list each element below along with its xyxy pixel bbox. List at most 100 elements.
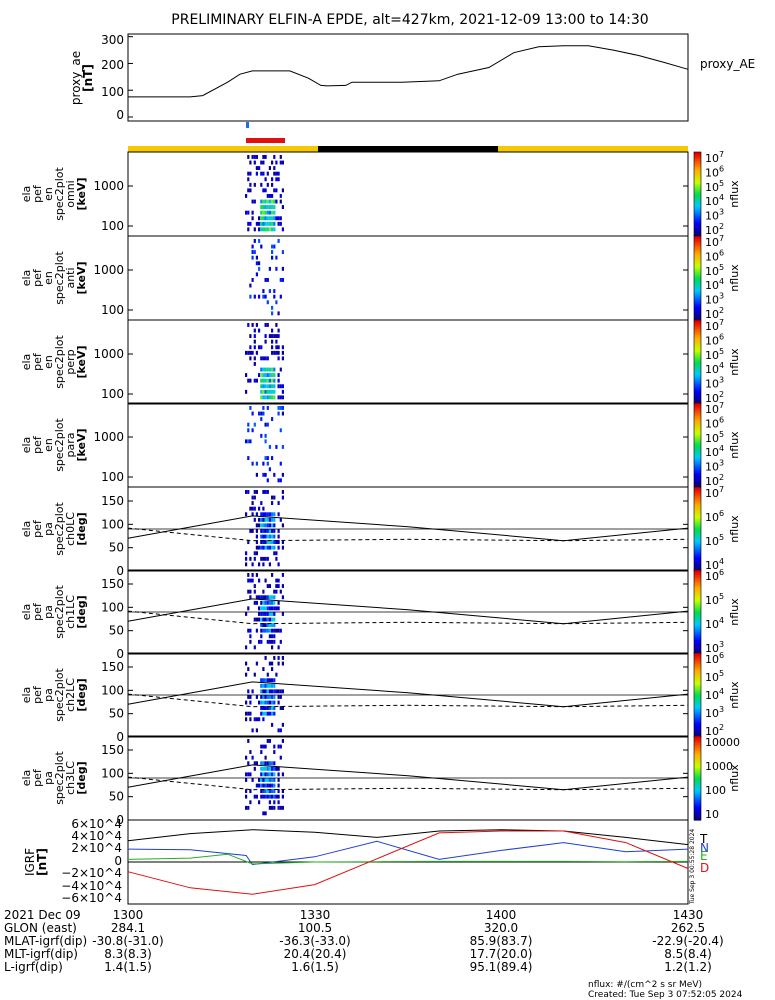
colorbar-cell	[694, 582, 701, 586]
spectrogram-pixel	[255, 490, 258, 494]
spectrogram-pixel	[266, 772, 269, 777]
colorbar-cell	[694, 639, 701, 642]
colorbar-cell	[694, 726, 701, 730]
spectrogram-pixel	[268, 661, 271, 666]
spectrogram-pixel	[281, 805, 284, 810]
colorbar-cell	[694, 227, 701, 231]
spectrogram-ylabel: [keV]	[75, 261, 88, 294]
spectrogram-pixel	[260, 750, 263, 754]
spectrogram-pixel	[277, 645, 280, 650]
colorbar-cell	[694, 815, 701, 819]
spectrogram-pixel	[262, 744, 265, 749]
spectrogram-pixel	[264, 373, 267, 377]
colorbar-cell	[694, 343, 701, 346]
spectrogram-ylabel: pef	[31, 519, 44, 538]
spectrogram-pixel	[253, 551, 256, 556]
spectrogram-pixel	[260, 744, 263, 749]
colorbar-cell	[694, 187, 701, 191]
spectrogram-pixel	[273, 606, 276, 611]
igrf-timestamp: Tue Sep 3 00:55:28 2024	[689, 829, 696, 905]
spectrogram-ytick: 1000	[93, 179, 124, 193]
colorbar-tick-label: 100	[705, 784, 726, 797]
spectrogram-pixel	[275, 578, 278, 583]
spectrogram-pixel	[245, 772, 248, 777]
spectrogram-pixel	[277, 728, 280, 733]
spectrogram-pixel	[279, 199, 282, 204]
spectrogram-pixel	[249, 160, 252, 165]
spectrogram-pixel	[281, 612, 284, 616]
colorbar-cell	[694, 788, 701, 792]
spectrogram-pixel	[277, 783, 280, 788]
spectrogram-pixel	[253, 250, 256, 254]
spectrogram-pixel	[251, 210, 254, 215]
spectrogram-pixel	[271, 695, 274, 699]
spectrogram-pixel	[262, 761, 265, 766]
spectrogram-pixel	[251, 461, 254, 466]
spectrogram-ylabel: ela	[20, 437, 33, 454]
spectrogram-pixel	[268, 783, 271, 788]
colorbar-tick-label: 105	[705, 533, 724, 548]
spectrogram-pixel	[281, 266, 284, 271]
spectrogram-pixel	[275, 160, 278, 165]
spectrogram-pixel	[247, 210, 250, 215]
colorbar-cell	[694, 678, 701, 681]
spectrogram-pixel	[258, 294, 261, 299]
colorbar-cell	[694, 231, 701, 235]
spectrogram-pixel	[271, 612, 274, 616]
spectrogram-pixel	[266, 617, 269, 622]
spectrogram-pixel	[264, 517, 267, 522]
colorbar-tick-label: 104	[705, 444, 724, 459]
orbit-row-label: MLAT-igrf(dip)	[4, 934, 87, 948]
spectrogram-pixel	[253, 495, 256, 500]
colorbar-tick-label: 105	[705, 263, 724, 278]
igrf-ytick: −2×10^4	[61, 866, 122, 880]
colorbar-tick-label: 106	[705, 164, 724, 179]
spectrogram-pixel	[266, 672, 269, 677]
spectrogram-pixel	[268, 199, 271, 204]
spectrogram-pixel	[277, 578, 280, 583]
colorbar-cell	[694, 690, 701, 694]
proxy-ae-series-line	[128, 45, 689, 98]
spectrogram-pixel	[277, 695, 280, 699]
spectrogram-pixel	[264, 439, 267, 444]
spectrogram-pixel	[245, 805, 248, 810]
spectrogram-ylabel: ch0LC	[64, 512, 77, 546]
spectrogram-pixel	[266, 216, 269, 221]
spectrogram-pixel	[277, 334, 280, 338]
spectrogram-pixel	[260, 389, 263, 394]
spectrogram-pixel	[262, 623, 265, 627]
spectrogram-pixel	[245, 373, 248, 377]
colorbar-tick-label: 103	[705, 640, 724, 655]
spectrogram-ylabel: pef	[31, 435, 44, 454]
colorbar-cell	[694, 586, 701, 590]
spectrogram-pixel	[271, 417, 274, 421]
spectrogram-pixel	[273, 700, 276, 705]
spectrogram-pixel	[260, 617, 263, 622]
spectrogram-pixel	[279, 384, 282, 389]
spectrogram-ytick: 100	[101, 600, 124, 614]
igrf-ylabel-1: IGRF	[23, 848, 37, 876]
spectrogram-pixel	[268, 384, 271, 389]
spectrogram-ytick: 50	[109, 790, 124, 804]
spectrogram-pixel	[271, 805, 274, 810]
spectrogram-pixel	[249, 221, 252, 226]
spectrogram-pixel	[266, 766, 269, 771]
colorbar-cell	[694, 761, 701, 764]
spectrogram-pixel	[273, 689, 276, 694]
colorbar-cell	[694, 593, 701, 596]
colorbar-tick-label: 103	[705, 208, 724, 223]
spectrogram-pixel	[271, 772, 274, 777]
spectrogram-pixel	[268, 761, 271, 766]
spectrogram-pixel	[255, 529, 258, 533]
spectrogram-pixel	[268, 512, 271, 517]
spectrogram-pixel	[277, 606, 280, 611]
spectrogram-pixel	[264, 433, 267, 438]
spectrogram-pixel	[251, 689, 254, 694]
spectrogram-ytick: 1000	[93, 263, 124, 277]
colorbar-cell	[694, 487, 701, 490]
colorbar-cell	[694, 782, 701, 785]
spectrogram-pixel	[268, 595, 271, 600]
spectrogram-pixel	[266, 300, 269, 305]
spectrogram-ylabel: en	[42, 271, 55, 285]
